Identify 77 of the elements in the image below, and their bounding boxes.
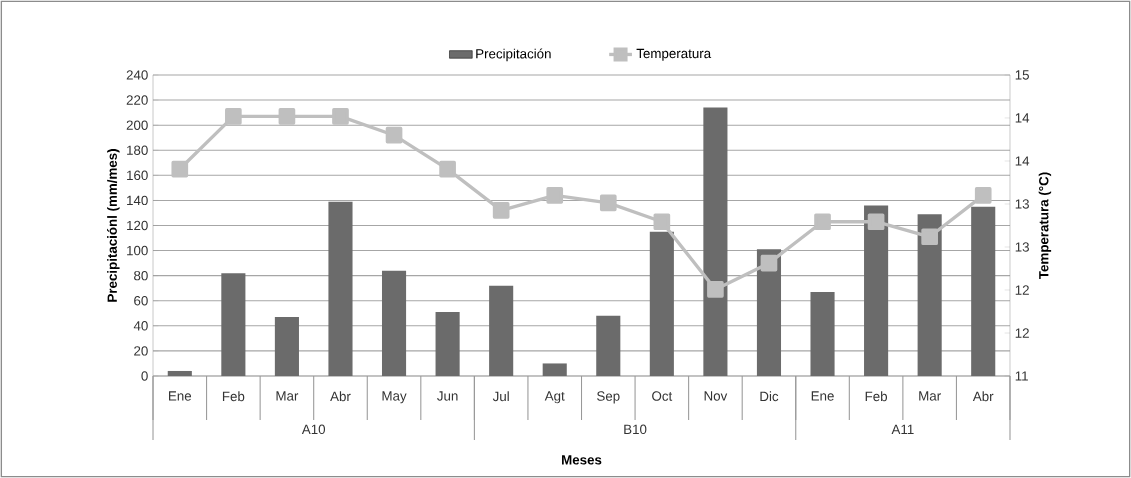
bar <box>703 107 728 376</box>
bar <box>864 205 889 376</box>
y-tick-label: 60 <box>134 296 148 306</box>
y2-tick-label: 15 <box>1015 70 1029 80</box>
bar <box>917 214 942 376</box>
x-tick-label: Feb <box>865 391 888 402</box>
x-tick-label: Jun <box>437 391 458 401</box>
point <box>814 213 831 231</box>
point <box>546 187 564 204</box>
y-tick-label: 80 <box>134 270 148 281</box>
y-tick-label: 40 <box>133 321 148 331</box>
point <box>171 160 189 178</box>
bar <box>649 231 674 376</box>
y2-axis-title: Temperatura (°C) <box>1038 172 1052 280</box>
y-tick-label: 220 <box>126 95 148 105</box>
text: B10 <box>624 424 647 435</box>
x-tick-label: Feb <box>222 391 245 402</box>
y-tick-label: 200 <box>126 120 148 130</box>
y-tick-label: 180 <box>127 145 148 155</box>
point <box>921 228 938 246</box>
y2-tick-label: 14 <box>1015 156 1030 166</box>
bar <box>274 317 299 376</box>
x-tick-label: Dic <box>760 391 779 402</box>
legend-label: Temperatura <box>636 48 712 61</box>
bar <box>596 315 621 376</box>
y-tick-label: 240 <box>126 70 148 80</box>
y-tick-label: 100 <box>127 245 148 256</box>
x-tick-label: Mar <box>919 391 941 401</box>
bar <box>756 249 782 376</box>
point <box>653 213 671 231</box>
x-tick-label: Abr <box>330 391 351 402</box>
y2-tick-label: 11 <box>1015 371 1028 381</box>
y-tick-label: 0 <box>141 371 148 381</box>
y-tick-label: 20 <box>134 346 148 356</box>
point <box>385 126 403 144</box>
bar <box>381 270 407 376</box>
legend-label: Precipitación <box>476 48 551 62</box>
x-tick-label: Mar <box>276 391 299 401</box>
y2-tick-label: 14 <box>1015 113 1030 123</box>
point <box>599 194 617 212</box>
point <box>707 281 724 298</box>
text: A11 <box>891 424 914 434</box>
bar <box>971 206 996 376</box>
bar <box>221 273 246 376</box>
point <box>439 160 456 178</box>
y-tick-label: 120 <box>127 220 148 231</box>
bar <box>167 370 192 376</box>
bar <box>489 285 514 376</box>
y2-tick-label: 12 <box>1015 328 1029 338</box>
point <box>332 108 349 125</box>
x-tick-label: Oct <box>652 391 673 401</box>
y2-tick-label: 13 <box>1015 199 1029 209</box>
y2-tick-label: 12 <box>1015 285 1029 295</box>
point <box>492 202 510 219</box>
y-tick-label: 160 <box>127 170 148 181</box>
point <box>760 254 778 272</box>
x-tick-label: Jul <box>492 391 509 402</box>
bar <box>328 201 353 376</box>
x-axis-title: Meses <box>562 455 602 465</box>
x-tick-label: Sep <box>597 391 620 404</box>
bar <box>542 363 567 376</box>
x-tick-label: Agt <box>544 391 565 404</box>
bar <box>810 291 835 376</box>
point <box>278 108 296 125</box>
x-tick-label: Ene <box>169 391 192 401</box>
y2-tick-label: 13 <box>1015 242 1029 252</box>
bar <box>435 312 460 376</box>
y-axis-title: Precipitaciónl (mm/mes) <box>107 149 120 302</box>
x-tick-label: May <box>382 391 407 404</box>
y-tick-label: 140 <box>127 195 148 206</box>
x-tick-label: Nov <box>704 391 728 401</box>
point <box>225 108 242 125</box>
x-tick-label: Ene <box>811 391 834 401</box>
text: A10 <box>301 424 326 435</box>
point <box>867 213 885 231</box>
point <box>974 187 992 204</box>
x-tick-label: Abr <box>972 391 994 402</box>
